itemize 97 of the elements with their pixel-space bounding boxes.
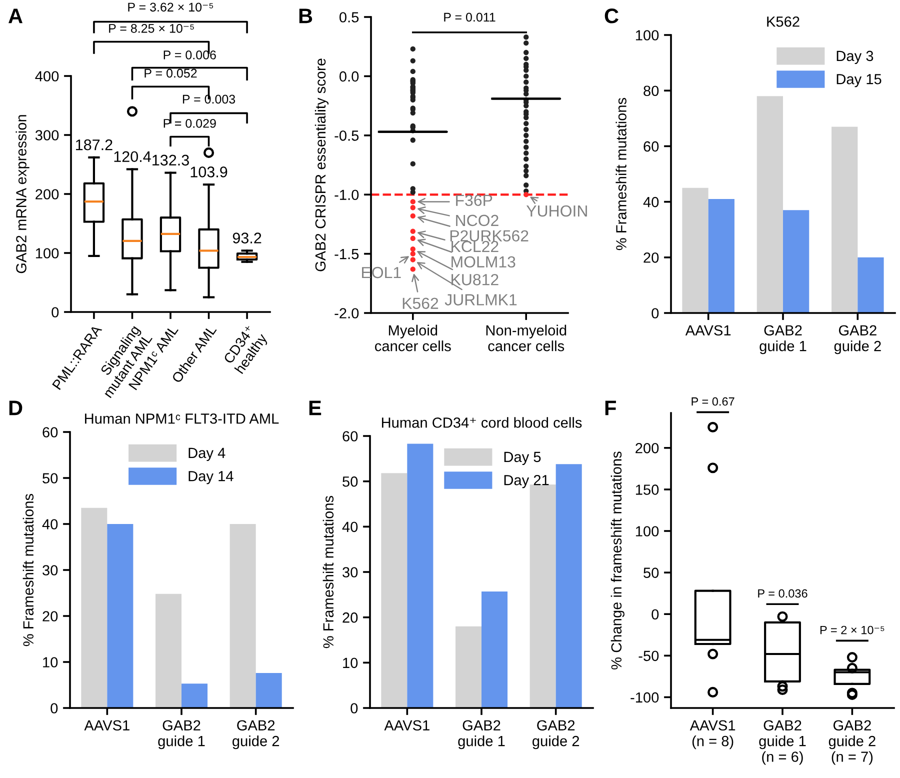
chart-title: K562 — [767, 16, 800, 27]
text: P = 0.67 — [692, 397, 734, 406]
y-tick-label: -1.0 — [334, 190, 359, 200]
x-tick-label: GAB2 guide 2 — [532, 720, 580, 750]
annotation: NCO2 — [456, 214, 498, 226]
text: 120.4 — [114, 151, 151, 162]
y-tick-label: 0 — [652, 308, 659, 318]
y-tick-label: 60 — [42, 427, 58, 438]
annotation: KCL22 — [452, 240, 498, 252]
annotation: P = 0.029 — [164, 118, 216, 128]
annotation: P = 0.036 — [758, 589, 808, 598]
annotation: YUHOIN — [526, 205, 587, 217]
y-tick-label: 20 — [644, 252, 659, 263]
y-tick-label: 10 — [343, 658, 358, 668]
annotation: K562 — [402, 298, 438, 309]
chart-title: Human CD34⁺ cord blood cells — [382, 417, 582, 428]
y-tick-label: 0 — [652, 609, 659, 620]
x-tick-label: Myeloid cancer cells — [375, 324, 451, 352]
y-tick-label: 200 — [36, 189, 59, 200]
annotation: P = 0.011 — [444, 12, 496, 22]
annotation: P = 0.052 — [144, 68, 197, 78]
y-axis-title: % Change in frameshift mutations — [610, 452, 624, 670]
text: 103.9 — [190, 166, 228, 178]
x-tick-label: GAB2 guide 1 (n = 6) — [759, 720, 806, 765]
text: P = 8.25 × 10⁻⁵ — [109, 24, 194, 33]
text: B — [299, 8, 312, 24]
y-tick-label: 10 — [43, 657, 58, 668]
y-tick-label: 300 — [35, 130, 59, 140]
y-tick-label: 0 — [52, 307, 59, 318]
text: A — [8, 8, 22, 24]
legend-label: Day 15 — [836, 74, 882, 88]
text: 93.2 — [232, 232, 262, 244]
annotation: MOLM13 — [452, 256, 516, 268]
text: C — [604, 8, 618, 24]
x-tick-label: GAB2 guide 1 — [158, 720, 205, 750]
y-tick-label: 60 — [342, 431, 358, 442]
y-tick-label: 100 — [636, 30, 659, 40]
y-tick-label: -0.5 — [334, 130, 359, 141]
legend-label: Day 21 — [504, 474, 549, 488]
text: 187.2 — [76, 139, 112, 150]
x-tick-label: AAVS1 — [384, 720, 430, 731]
y-tick-label: 200 — [636, 443, 659, 454]
y-tick-label: 0 — [50, 703, 58, 714]
y-tick-label: -2.0 — [334, 308, 359, 318]
x-tick-label: GAB2 guide 2 — [834, 325, 881, 354]
legend-label: Day 14 — [188, 471, 234, 484]
y-tick-label: 40 — [643, 196, 659, 208]
x-tick-label: GAB2 guide 1 — [458, 720, 505, 750]
y-tick-label: 50 — [42, 473, 58, 484]
x-tick-label: AAVS1 — [84, 720, 130, 731]
y-tick-label: 20 — [42, 611, 58, 622]
y-axis-title: GAB2 mRNA expression — [16, 115, 30, 274]
y-tick-label: 50 — [342, 476, 358, 487]
y-axis-title: GAB2 CRISPR essentiality score — [314, 58, 329, 272]
text: P = 0.006 — [164, 50, 216, 60]
y-tick-label: 40 — [42, 519, 58, 530]
annotation: JURLMK1 — [444, 294, 517, 306]
y-tick-label: 0.5 — [339, 12, 359, 22]
y-tick-label: 0.0 — [339, 71, 359, 82]
y-tick-label: 50 — [644, 568, 659, 578]
y-tick-label: 30 — [42, 565, 58, 576]
legend-label: Day 3 — [836, 50, 874, 64]
y-tick-label: 60 — [644, 141, 659, 152]
legend-label: Day 4 — [188, 448, 226, 461]
x-tick-label: AAVS1 (n = 8) — [690, 720, 736, 750]
annotation: P = 2 × 10⁻⁵ — [820, 626, 884, 634]
y-tick-label: 20 — [342, 612, 358, 623]
y-tick-label: 40 — [342, 522, 358, 532]
annotation: F36P — [456, 194, 492, 206]
y-tick-label: 0 — [350, 703, 358, 714]
y-tick-label: 80 — [644, 86, 659, 96]
y-tick-label: 150 — [636, 484, 659, 495]
x-tick-label: GAB2 guide 2 (n = 7) — [828, 720, 876, 765]
y-axis-title: % Frameshift mutations — [322, 496, 334, 648]
legend-label: Day 5 — [504, 452, 541, 465]
x-tick-label: GAB2 guide 2 — [232, 720, 280, 750]
text: D — [9, 400, 22, 416]
y-tick-label: -50 — [638, 650, 659, 662]
chart-title: Human NPM1ᶜ FLT3-ITD AML — [85, 413, 279, 424]
text: P = 3.62 × 10⁻⁵ — [128, 2, 214, 12]
y-tick-label: -1.5 — [334, 249, 359, 260]
y-tick-label: 30 — [342, 567, 358, 578]
y-tick-label: 400 — [35, 71, 59, 82]
y-tick-label: 100 — [36, 248, 59, 258]
annotation: KU812 — [452, 274, 498, 286]
y-axis-title: % Frameshift mutations — [616, 98, 626, 250]
x-tick-label: Non-myeloid cancer cells — [486, 324, 566, 352]
x-tick-label: GAB2 guide 1 — [760, 325, 806, 354]
y-axis-title: % Frameshift mutations — [22, 494, 34, 646]
text: 132.3 — [152, 154, 189, 166]
x-tick-label: AAVS1 — [685, 325, 731, 336]
annotation: P = 0.003 — [182, 94, 236, 104]
text: F — [605, 400, 616, 416]
annotation: P2URK562 — [450, 230, 528, 242]
y-tick-label: -100 — [630, 692, 659, 703]
y-tick-label: 100 — [636, 526, 659, 536]
text: E — [309, 400, 322, 416]
